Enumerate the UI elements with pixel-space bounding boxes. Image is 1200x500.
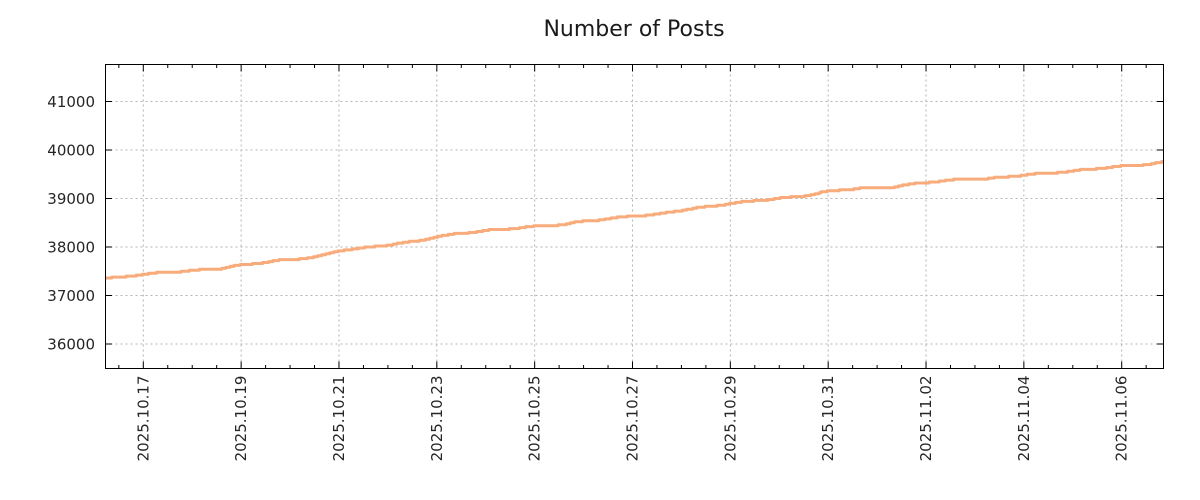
chart-title: Number of Posts bbox=[543, 17, 725, 42]
series-line-posts bbox=[105, 160, 1164, 280]
x-tick-label: 2025.10.31 bbox=[819, 376, 837, 462]
plot-frame bbox=[105, 64, 1164, 369]
gridlines bbox=[105, 64, 1164, 369]
x-tick-label: 2025.10.29 bbox=[721, 376, 739, 462]
y-tick-label: 37000 bbox=[47, 287, 95, 305]
y-tick-label: 41000 bbox=[47, 93, 95, 111]
x-tick-label: 2025.10.21 bbox=[330, 376, 348, 462]
axis-ticks bbox=[105, 64, 1164, 369]
y-tick-label: 39000 bbox=[47, 190, 95, 208]
x-tick-label: 2025.10.19 bbox=[232, 376, 250, 462]
x-tick-label: 2025.10.23 bbox=[428, 376, 446, 462]
x-tick-label: 2025.11.02 bbox=[917, 376, 935, 462]
x-tick-label: 2025.10.27 bbox=[624, 376, 642, 462]
x-tick-label: 2025.10.17 bbox=[134, 376, 152, 462]
x-tick-label: 2025.11.04 bbox=[1015, 376, 1033, 462]
x-tick-label: 2025.10.25 bbox=[526, 376, 544, 462]
x-tick-label: 2025.11.06 bbox=[1113, 376, 1131, 462]
tick-labels: 36000 37000 38000 39000 40000 41000 2025.10.17… bbox=[47, 93, 1130, 462]
y-tick-label: 36000 bbox=[47, 335, 95, 353]
y-tick-label: 38000 bbox=[47, 238, 95, 256]
y-tick-label: 40000 bbox=[47, 141, 95, 159]
